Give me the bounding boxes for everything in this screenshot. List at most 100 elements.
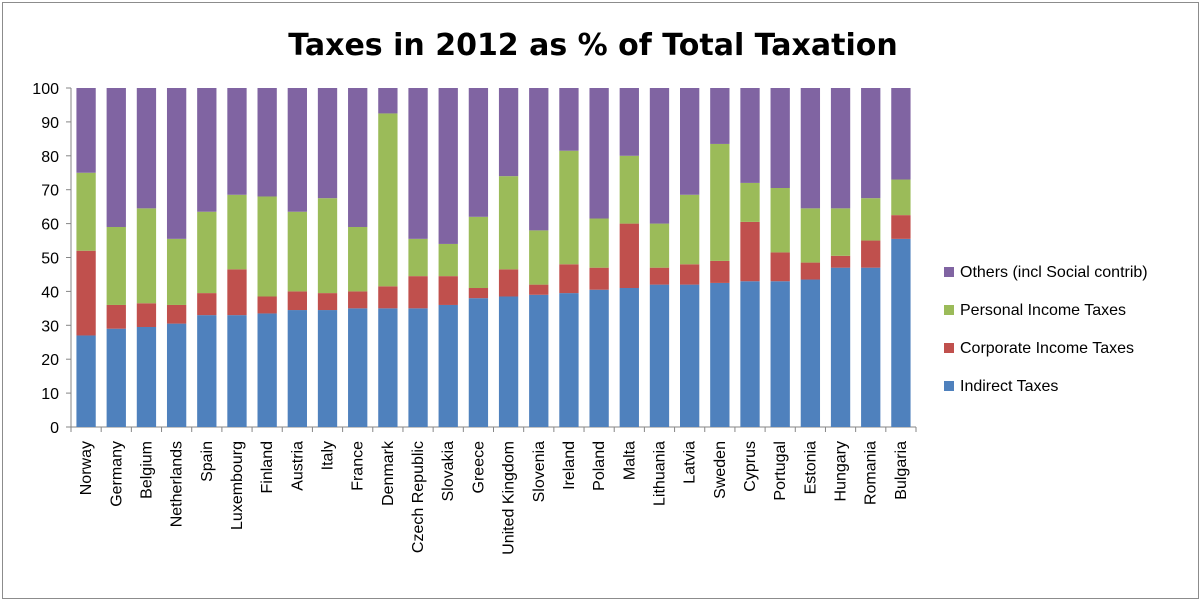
bar-segment-personal-income-taxes-sweden <box>710 143 730 261</box>
bar-segment-corporate-income-taxes-luxembourg <box>227 269 247 316</box>
bar-segment-corporate-income-taxes-greece <box>468 288 489 299</box>
legend-swatch <box>944 381 954 391</box>
bar-segment-personal-income-taxes-spain <box>197 211 217 294</box>
x-tick-label: Malta <box>621 441 638 480</box>
bars <box>76 88 911 427</box>
bar-segment-corporate-income-taxes-france <box>348 291 368 309</box>
bar-segment-corporate-income-taxes-spain <box>197 293 217 316</box>
bar-segment-others-incl-social-contrib-belgium <box>136 88 157 209</box>
bar-segment-personal-income-taxes-norway <box>76 172 96 251</box>
y-tick-label: 40 <box>41 284 59 301</box>
x-tick-label: United Kingdom <box>501 441 518 555</box>
bar-segment-others-incl-social-contrib-united-kingdom <box>498 88 519 177</box>
legend-swatch <box>944 305 954 315</box>
bar-segment-indirect-taxes-france <box>348 308 368 427</box>
bar-segment-others-incl-social-contrib-portugal <box>770 88 790 189</box>
x-tick-label: Germany <box>108 441 125 507</box>
x-tick-label: Belgium <box>138 441 155 499</box>
x-axis-labels: Norway Germany Belgium Netherlands Spain Luxe… <box>78 440 910 555</box>
bar-segment-personal-income-taxes-romania <box>861 198 881 241</box>
legend-label: Corporate Income Taxes <box>960 340 1134 357</box>
bar-segment-personal-income-taxes-cyprus <box>740 182 760 222</box>
legend-label: Indirect Taxes <box>960 378 1058 395</box>
x-tick-label: Cyprus <box>742 441 759 492</box>
bar-segment-corporate-income-taxes-poland <box>589 267 609 290</box>
bar-segment-indirect-taxes-portugal <box>770 281 790 427</box>
x-tick-label: Sweden <box>712 441 729 499</box>
x-tick-label: Italy <box>320 441 337 470</box>
bar-segment-personal-income-taxes-united-kingdom <box>498 176 519 270</box>
bar-segment-others-incl-social-contrib-italy <box>317 88 338 199</box>
legend-label: Personal Income Taxes <box>960 302 1126 319</box>
bar-segment-personal-income-taxes-luxembourg <box>227 194 247 270</box>
bar-segment-corporate-income-taxes-cyprus <box>740 221 760 282</box>
bar-segment-others-incl-social-contrib-finland <box>257 88 277 197</box>
x-tick-label: Austria <box>289 441 306 491</box>
bar-segment-indirect-taxes-cyprus <box>740 281 760 427</box>
x-tick-label: Poland <box>591 441 608 491</box>
bar-segment-others-incl-social-contrib-czech-republic <box>408 88 428 239</box>
x-tick-label: Czech Republic <box>410 441 427 553</box>
bar-segment-personal-income-taxes-netherlands <box>166 238 187 305</box>
bar-segment-indirect-taxes-netherlands <box>166 323 187 427</box>
bar-segment-corporate-income-taxes-lithuania <box>649 267 670 285</box>
bar-segment-indirect-taxes-poland <box>589 289 609 427</box>
bar-segment-corporate-income-taxes-slovakia <box>438 276 458 305</box>
x-tick-label: Slovenia <box>531 441 548 502</box>
bar-segment-indirect-taxes-austria <box>287 310 307 427</box>
x-tick-label: Hungary <box>833 441 850 501</box>
bar-segment-indirect-taxes-greece <box>468 298 489 427</box>
bar-segment-corporate-income-taxes-sweden <box>710 260 730 283</box>
bar-segment-personal-income-taxes-italy <box>317 198 338 294</box>
bar-segment-corporate-income-taxes-hungary <box>830 255 851 268</box>
bar-segment-personal-income-taxes-slovenia <box>529 230 549 285</box>
bar-segment-corporate-income-taxes-romania <box>861 240 881 268</box>
bar-segment-corporate-income-taxes-italy <box>317 293 338 311</box>
bar-segment-corporate-income-taxes-denmark <box>378 286 398 309</box>
bar-segment-corporate-income-taxes-germany <box>106 304 126 329</box>
bar-segment-others-incl-social-contrib-norway <box>76 88 96 173</box>
bar-segment-others-incl-social-contrib-malta <box>619 88 639 156</box>
bar-segment-indirect-taxes-italy <box>317 310 338 427</box>
bar-segment-personal-income-taxes-hungary <box>830 208 851 256</box>
bar-segment-others-incl-social-contrib-denmark <box>378 88 398 114</box>
y-tick-label: 10 <box>41 386 59 403</box>
legend-swatch <box>944 267 954 277</box>
bar-segment-corporate-income-taxes-bulgaria <box>891 215 911 239</box>
bar-segment-corporate-income-taxes-malta <box>619 223 639 289</box>
bar-segment-personal-income-taxes-belgium <box>136 208 157 304</box>
legend-swatch <box>944 343 954 353</box>
bar-segment-indirect-taxes-lithuania <box>649 284 670 427</box>
x-tick-label: Portugal <box>772 441 789 501</box>
bar-segment-others-incl-social-contrib-slovakia <box>438 88 458 244</box>
x-tick-label: Denmark <box>380 440 397 506</box>
bar-segment-corporate-income-taxes-netherlands <box>166 304 187 324</box>
y-tick-label: 30 <box>41 318 59 335</box>
bar-segment-others-incl-social-contrib-slovenia <box>529 88 549 231</box>
legend-label: Others (incl Social contrib) <box>960 264 1148 281</box>
bar-segment-personal-income-taxes-austria <box>287 211 307 292</box>
bar-segment-others-incl-social-contrib-bulgaria <box>891 88 911 180</box>
bar-segment-others-incl-social-contrib-latvia <box>680 88 700 195</box>
bar-segment-others-incl-social-contrib-netherlands <box>166 88 187 239</box>
bar-segment-corporate-income-taxes-belgium <box>136 303 157 327</box>
bar-segment-corporate-income-taxes-austria <box>287 291 307 311</box>
bar-segment-corporate-income-taxes-latvia <box>680 264 700 285</box>
bar-segment-indirect-taxes-latvia <box>680 284 700 427</box>
bar-segment-others-incl-social-contrib-luxembourg <box>227 88 247 195</box>
bar-segment-indirect-taxes-malta <box>619 288 639 427</box>
bar-segment-personal-income-taxes-bulgaria <box>891 179 911 216</box>
bar-segment-corporate-income-taxes-slovenia <box>529 284 549 295</box>
bar-segment-personal-income-taxes-denmark <box>378 113 398 287</box>
bar-segment-indirect-taxes-czech-republic <box>408 308 428 427</box>
y-tick-label: 20 <box>41 352 59 369</box>
bar-segment-others-incl-social-contrib-estonia <box>800 88 821 209</box>
bar-segment-indirect-taxes-estonia <box>800 279 821 427</box>
bar-segment-personal-income-taxes-greece <box>468 216 489 289</box>
y-tick-label: 90 <box>41 115 59 132</box>
x-tick-label: Spain <box>199 441 216 482</box>
bar-segment-indirect-taxes-finland <box>257 313 277 427</box>
chart-title: Taxes in 2012 as % of Total Taxation <box>288 28 897 63</box>
x-tick-label: Estonia <box>802 441 819 494</box>
bar-segment-indirect-taxes-hungary <box>830 267 851 427</box>
